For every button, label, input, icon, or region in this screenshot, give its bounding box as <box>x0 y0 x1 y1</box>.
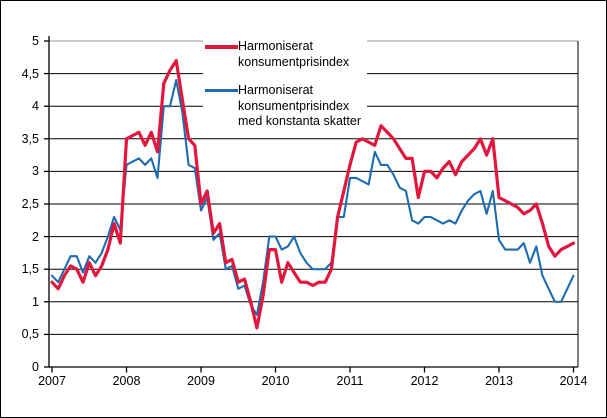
y-axis-tick-label: 4 <box>32 99 39 114</box>
y-axis-tick-label: 0,5 <box>21 327 39 342</box>
y-axis-tick-label: 3,5 <box>21 131 39 146</box>
y-axis-tick-label: 3 <box>32 164 39 179</box>
legend-hicp-ct-line2: konsumentprisindex <box>238 98 350 113</box>
hicp-red-line-sample <box>205 45 238 50</box>
x-axis-tick-label: 2014 <box>559 374 588 388</box>
x-axis-tick-label: 2009 <box>187 374 215 388</box>
legend-hicp-ct-line3: med konstanta skatter <box>238 114 361 128</box>
x-axis-tick-label: 2008 <box>112 374 141 388</box>
series-line-hicp-ct <box>50 79 575 316</box>
legend-hicp-ct-line1: Harmoniserat <box>238 83 314 97</box>
x-axis-tick-label: 2011 <box>336 374 364 388</box>
x-axis-tick-label: 2012 <box>410 374 439 388</box>
y-axis-tick-label: 2 <box>32 229 39 244</box>
x-axis-tick-label: 2007 <box>38 374 66 388</box>
legend: Harmoniserat konsumentprisindex Harmonis… <box>203 37 367 132</box>
y-axis-tick-label: 2,5 <box>21 197 39 211</box>
x-axis-tick-label: 2010 <box>261 374 290 388</box>
hicp-ct-blue-line-sample <box>205 89 238 92</box>
legend-label-hicp-ct: Harmoniserat konsumentprisindex med kons… <box>238 83 361 130</box>
y-axis-tick-label: 1,5 <box>21 262 39 277</box>
x-axis-tick-label: 2013 <box>485 374 513 388</box>
y-axis-tick-label: 0 <box>32 360 39 374</box>
y-axis-tick-label: 4,5 <box>21 66 39 81</box>
y-axis-tick-label: 1 <box>32 294 39 309</box>
legend-hicp-line1: Harmoniserat <box>238 39 314 53</box>
legend-label-hicp: Harmoniserat konsumentprisindex <box>238 39 349 70</box>
y-axis-tick-label: 5 <box>32 34 39 48</box>
legend-hicp-line2: konsumentprisindex <box>238 54 350 69</box>
legend-item-hicp-ct: Harmoniserat konsumentprisindex med kons… <box>205 83 361 130</box>
legend-item-hicp: Harmoniserat konsumentprisindex <box>205 39 361 70</box>
series-line-hicp <box>50 58 576 330</box>
